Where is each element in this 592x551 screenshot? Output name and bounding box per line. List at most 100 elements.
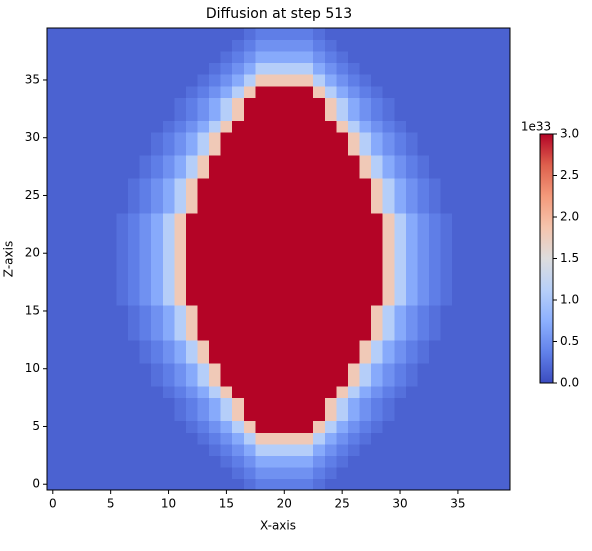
cell xyxy=(428,166,442,179)
cell xyxy=(209,420,222,433)
cell xyxy=(70,466,83,479)
cell xyxy=(209,155,222,168)
cell xyxy=(93,409,106,422)
cell xyxy=(209,443,222,456)
cell xyxy=(266,386,279,399)
cell xyxy=(185,247,198,260)
cell xyxy=(417,212,430,225)
cell xyxy=(498,443,511,456)
cell xyxy=(301,143,314,156)
cell xyxy=(220,178,233,191)
cell xyxy=(151,339,164,352)
cell xyxy=(417,97,430,110)
cell xyxy=(359,108,372,121)
cell xyxy=(486,235,499,248)
cell xyxy=(347,466,361,479)
cell xyxy=(278,51,291,64)
cell xyxy=(197,455,210,468)
cell xyxy=(475,443,488,456)
cell xyxy=(324,235,337,248)
cell xyxy=(209,432,222,445)
cell xyxy=(463,28,476,41)
cell xyxy=(197,362,210,375)
cell xyxy=(93,386,106,399)
cell xyxy=(475,62,488,75)
cell xyxy=(394,62,407,75)
cell xyxy=(139,443,152,456)
cell xyxy=(58,39,71,52)
cell xyxy=(47,478,60,491)
cell xyxy=(93,155,106,168)
cell xyxy=(243,235,256,248)
cell xyxy=(290,339,303,352)
cell xyxy=(162,224,175,237)
cell xyxy=(486,85,499,98)
cell xyxy=(417,455,430,468)
cell xyxy=(498,247,511,260)
cell xyxy=(243,432,256,445)
cell xyxy=(336,259,349,272)
cell xyxy=(278,97,291,110)
cell xyxy=(151,178,164,191)
cell xyxy=(197,74,210,87)
cell xyxy=(128,39,141,52)
cell xyxy=(47,374,60,387)
cell xyxy=(347,443,361,456)
cell xyxy=(162,259,175,272)
cell xyxy=(382,351,395,364)
cell xyxy=(475,143,488,156)
cell xyxy=(452,420,465,433)
cell xyxy=(116,178,129,191)
cell xyxy=(463,189,476,202)
cell xyxy=(347,201,361,214)
cell xyxy=(463,478,476,491)
cell xyxy=(417,293,430,306)
cell xyxy=(104,432,117,445)
cell xyxy=(486,155,499,168)
cell xyxy=(104,28,117,41)
cell xyxy=(452,409,465,422)
cell xyxy=(139,85,152,98)
cell xyxy=(394,247,407,260)
cell xyxy=(324,51,337,64)
cell xyxy=(428,224,442,237)
cell xyxy=(174,397,187,410)
cell xyxy=(70,74,83,87)
cell xyxy=(185,120,198,133)
cell xyxy=(162,466,175,479)
cell xyxy=(336,39,349,52)
cell xyxy=(278,397,291,410)
cell xyxy=(359,270,372,283)
cell xyxy=(463,166,476,179)
cell xyxy=(359,478,372,491)
cell xyxy=(405,74,418,87)
cell xyxy=(428,351,442,364)
cell xyxy=(93,339,106,352)
cell xyxy=(486,282,499,295)
cell xyxy=(359,420,372,433)
cell xyxy=(162,478,175,491)
cell xyxy=(128,51,141,64)
cell xyxy=(440,351,453,364)
cell xyxy=(452,62,465,75)
cell xyxy=(151,166,164,179)
cell xyxy=(128,282,141,295)
cell xyxy=(116,397,129,410)
cell xyxy=(428,328,442,341)
cell xyxy=(255,455,268,468)
cell xyxy=(463,305,476,318)
cell xyxy=(243,293,256,306)
cell xyxy=(185,201,198,214)
cell xyxy=(278,316,291,329)
cell xyxy=(151,328,164,341)
cell xyxy=(47,28,60,41)
cell xyxy=(371,85,384,98)
cell xyxy=(290,432,303,445)
cell xyxy=(405,235,418,248)
cell xyxy=(359,62,372,75)
cell xyxy=(428,420,442,433)
cell xyxy=(58,74,71,87)
cell xyxy=(255,328,268,341)
cell xyxy=(498,120,511,133)
cell xyxy=(428,305,442,318)
